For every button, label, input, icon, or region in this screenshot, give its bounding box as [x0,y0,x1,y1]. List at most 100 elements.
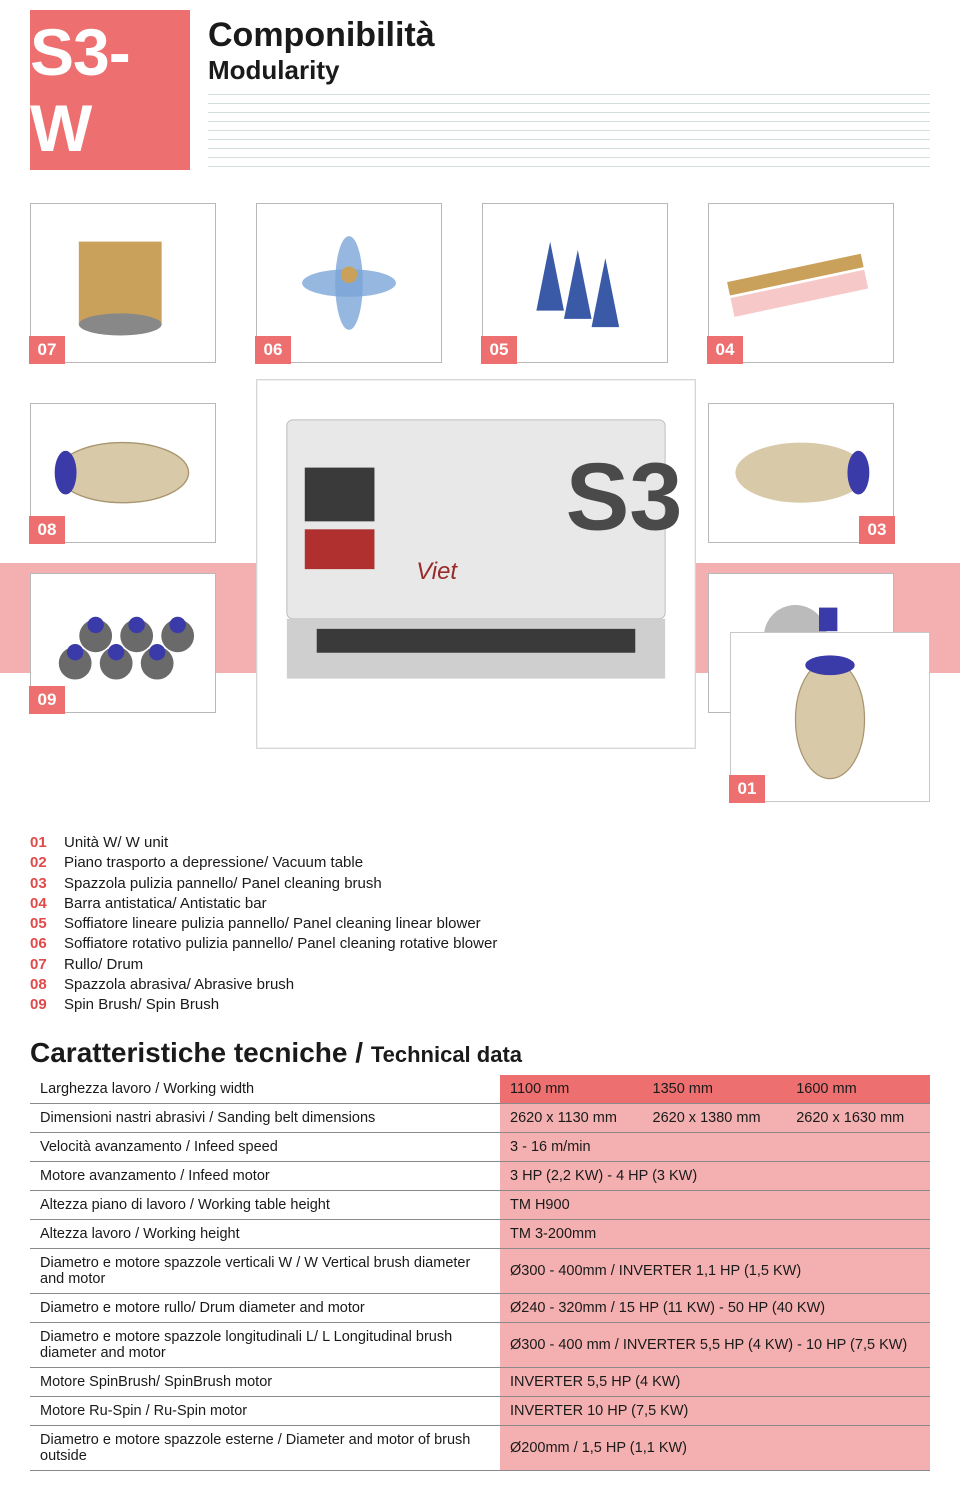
title-block: Componibilità Modularity [208,10,930,175]
title-it: Componibilità [208,16,930,55]
tech-title-sep: / [347,1037,370,1068]
spec-value: 1100 mm [500,1075,643,1104]
legend-num: 06 [30,934,56,954]
legend-num: 03 [30,874,56,894]
spec-key: Altezza piano di lavoro / Working table … [30,1191,500,1220]
spec-table: Larghezza lavoro / Working width1100 mm1… [30,1075,930,1471]
legend-text: Unità W/ W unit [64,833,168,853]
module-05: 05 [482,203,668,363]
module-08: 08 [30,403,216,543]
legend-text: Piano trasporto a depressione/ Vacuum ta… [64,853,363,873]
module-01: 01 [730,632,930,802]
module-num: 06 [255,336,291,364]
antistatic-bar-icon [719,214,883,352]
title-en: Modularity [208,55,930,86]
table-row: Dimensioni nastri abrasivi / Sanding bel… [30,1104,930,1133]
table-row: Motore avanzamento / Infeed motor3 HP (2… [30,1162,930,1191]
table-row: Velocità avanzamento / Infeed speed3 - 1… [30,1133,930,1162]
spec-key: Motore avanzamento / Infeed motor [30,1162,500,1191]
legend-text: Soffiatore lineare pulizia pannello/ Pan… [64,914,481,934]
machine-illustration-icon: S3 Viet [257,380,695,748]
spec-key: Altezza lavoro / Working height [30,1220,500,1249]
module-03: 03 [708,403,894,543]
drum-icon [41,214,205,352]
legend-num: 02 [30,853,56,873]
spec-key: Diametro e motore spazzole verticali W /… [30,1249,500,1294]
spec-value: TM H900 [500,1191,930,1220]
spec-key: Diametro e motore spazzole esterne / Dia… [30,1426,500,1471]
spec-value: 1350 mm [643,1075,787,1104]
spec-value: Ø240 - 320mm / 15 HP (11 KW) - 50 HP (40… [500,1294,930,1323]
legend-row: 05 Soffiatore lineare pulizia pannello/ P… [30,914,930,934]
header: S3-W Componibilità Modularity [30,0,930,175]
spec-value: INVERTER 10 HP (7,5 KW) [500,1397,930,1426]
module-num: 09 [29,686,65,714]
table-row: Altezza piano di lavoro / Working table … [30,1191,930,1220]
spec-value: 1600 mm [786,1075,930,1104]
spec-key: Larghezza lavoro / Working width [30,1075,500,1104]
spec-key: Diametro e motore rullo/ Drum diameter a… [30,1294,500,1323]
module-num: 04 [707,336,743,364]
spec-value: Ø300 - 400mm / INVERTER 1,1 HP (1,5 KW) [500,1249,930,1294]
table-row: Diametro e motore spazzole verticali W /… [30,1249,930,1294]
module-num: 03 [859,516,895,544]
table-row: Motore Ru-Spin / Ru-Spin motorINVERTER 1… [30,1397,930,1426]
legend-text: Spazzola pulizia pannello/ Panel cleanin… [64,874,382,894]
legend-row: 09Spin Brush/ Spin Brush [30,995,930,1015]
module-06: 06 [256,203,442,363]
table-row: Motore SpinBrush/ SpinBrush motorINVERTE… [30,1368,930,1397]
product-badge: S3-W [30,10,190,170]
spec-key: Motore SpinBrush/ SpinBrush motor [30,1368,500,1397]
machine-image: S3 Viet [256,379,696,749]
svg-text:S3: S3 [566,443,683,550]
header-rules [208,94,930,167]
spec-value: 2620 x 1130 mm [500,1104,643,1133]
rotative-blower-icon [267,214,431,352]
table-row: Larghezza lavoro / Working width1100 mm1… [30,1075,930,1104]
tech-title-it: Caratteristiche tecniche [30,1037,347,1068]
spinbrush-icon [41,584,205,702]
legend-row: 07 Rullo/ Drum [30,955,930,975]
spec-value: 2620 x 1380 mm [643,1104,787,1133]
module-num: 08 [29,516,65,544]
legend-text: Rullo/ Drum [64,955,143,975]
spec-key: Velocità avanzamento / Infeed speed [30,1133,500,1162]
legend-num: 05 [30,914,56,934]
product-code: S3-W [30,14,190,166]
legend-num: 09 [30,995,56,1015]
svg-text:Viet: Viet [416,558,458,585]
table-row: Diametro e motore rullo/ Drum diameter a… [30,1294,930,1323]
legend-row: 04 Barra antistatica/ Antistatic bar [30,894,930,914]
w-unit-icon [741,643,919,791]
legend-row: 02 Piano trasporto a depressione/ Vacuum … [30,853,930,873]
legend-row: 03 Spazzola pulizia pannello/ Panel clean… [30,874,930,894]
legend-num: 01 [30,833,56,853]
spec-key: Motore Ru-Spin / Ru-Spin motor [30,1397,500,1426]
module-num: 05 [481,336,517,364]
cleaning-brush-icon [719,414,883,532]
legend-row: 01 Unità W/ W unit [30,833,930,853]
spec-value: 2620 x 1630 mm [786,1104,930,1133]
linear-blower-icon [493,214,657,352]
legend-text: Soffiatore rotativo pulizia pannello/ Pa… [64,934,497,954]
legend-text: Barra antistatica/ Antistatic bar [64,894,267,914]
legend-list: 01 Unità W/ W unit 02 Piano trasporto a dep… [30,833,930,1015]
table-row: Altezza lavoro / Working height TM 3-200… [30,1220,930,1249]
spec-value: 3 HP (2,2 KW) - 4 HP (3 KW) [500,1162,930,1191]
table-row: Diametro e motore spazzole longitudinali… [30,1323,930,1368]
spec-value: TM 3-200mm [500,1220,930,1249]
legend-num: 07 [30,955,56,975]
spec-key: Dimensioni nastri abrasivi / Sanding bel… [30,1104,500,1133]
module-09: 09 [30,573,216,713]
legend-num: 04 [30,894,56,914]
abrasive-brush-icon [41,414,205,532]
legend-row: 08Spazzola abrasiva/ Abrasive brush [30,975,930,995]
spec-value: Ø200mm / 1,5 HP (1,1 KW) [500,1426,930,1471]
legend-row: 06 Soffiatore rotativo pulizia pannello/ … [30,934,930,954]
tech-title-en: Technical data [371,1042,522,1067]
spec-key: Diametro e motore spazzole longitudinali… [30,1323,500,1368]
module-04: 04 [708,203,894,363]
module-07: 07 [30,203,216,363]
legend-num: 08 [30,975,56,995]
module-num: 01 [729,775,765,803]
